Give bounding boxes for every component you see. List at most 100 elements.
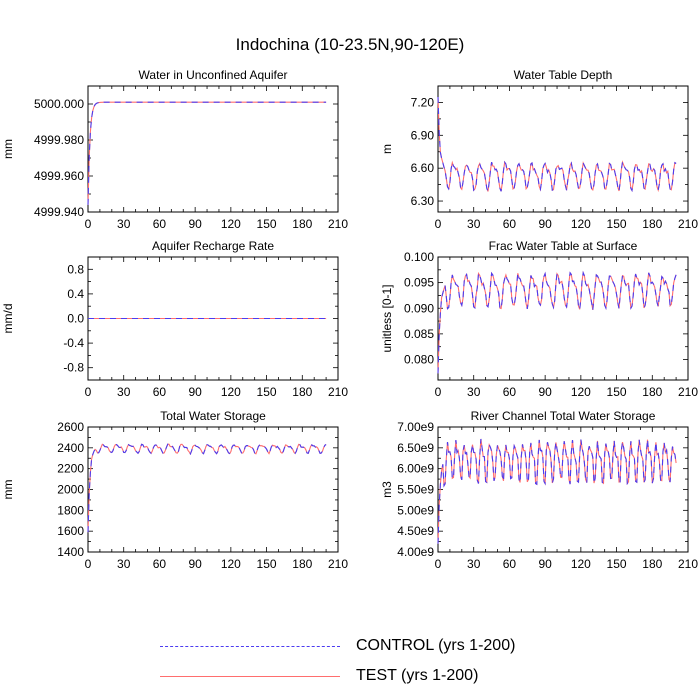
y-tick-label: 0.085 (404, 327, 434, 341)
x-tick-label: 90 (538, 557, 552, 571)
x-tick-label: 30 (117, 217, 131, 231)
x-tick-label: 30 (467, 557, 481, 571)
plot-frame (437, 426, 689, 553)
x-tick-label: 180 (292, 217, 312, 231)
x-tick-label: 150 (257, 217, 277, 231)
chart-panel-2: Water Table Depth m 0 30 60 90 120 150 180 210 6.3… (380, 68, 698, 231)
x-tick-label: 210 (328, 557, 348, 571)
y-tick-label: 2600 (57, 420, 84, 434)
x-tick-label: 210 (678, 385, 698, 399)
plot-frame (437, 85, 689, 213)
x-tick-label: 120 (571, 557, 591, 571)
x-tick-label: 150 (607, 557, 627, 571)
y-tick-label: 1800 (57, 503, 84, 517)
x-tick-label: 150 (257, 557, 277, 571)
x-tick-label: 90 (538, 217, 552, 231)
x-tick-label: 60 (503, 217, 517, 231)
y-axis-label: m (380, 144, 394, 154)
x-tick-label: 30 (117, 557, 131, 571)
x-tick-label: 210 (328, 385, 348, 399)
y-tick-label: -0.4 (63, 336, 84, 350)
x-tick-label: 180 (292, 557, 312, 571)
panel-grid: Water in Unconfined Aquifer mm 0 30 60 90 120 1… (1, 68, 698, 571)
y-axis-label: mm/d (1, 304, 15, 334)
x-tick-label: 150 (607, 217, 627, 231)
x-tick-label: 180 (642, 557, 662, 571)
chart-title: Water Table Depth (514, 68, 613, 82)
y-tick-label: 7.20 (411, 95, 435, 109)
x-tick-label: 120 (221, 385, 241, 399)
legend-swatch-control (160, 646, 340, 647)
y-tick-label: 5.50e9 (397, 483, 434, 497)
y-tick-label: 4999.940 (34, 205, 84, 219)
x-tick-label: 60 (503, 557, 517, 571)
x-tick-label: 60 (153, 385, 167, 399)
y-tick-label: 4999.980 (34, 133, 84, 147)
y-tick-label: 2000 (57, 483, 84, 497)
chart-title: Water in Unconfined Aquifer (139, 68, 288, 82)
plot-frame (437, 256, 689, 381)
y-tick-label: 0.095 (404, 276, 434, 290)
series-line-test (87, 101, 327, 205)
x-tick-label: 210 (678, 217, 698, 231)
y-tick-label: 4999.960 (34, 169, 84, 183)
x-tick-label: 0 (85, 385, 92, 399)
legend-item-control: CONTROL (yrs 1-200) (160, 635, 580, 659)
y-tick-label: 4.50e9 (397, 524, 434, 538)
y-tick-label: 6.90 (411, 128, 435, 142)
x-tick-label: 180 (292, 385, 312, 399)
chart-panel-3: Aquifer Recharge Rate mm/d 0 30 60 90 120 150 18… (1, 239, 348, 399)
x-tick-label: 30 (117, 385, 131, 399)
y-tick-label: 0.080 (404, 353, 434, 367)
legend-label-control: CONTROL (yrs 1-200) (356, 637, 516, 654)
y-axis-label: mm (1, 139, 15, 159)
legend-swatch-test (160, 676, 340, 677)
x-tick-label: 120 (221, 217, 241, 231)
plot-frame (87, 85, 339, 213)
y-tick-label: 6.00e9 (397, 462, 434, 476)
y-tick-label: 6.50e9 (397, 441, 434, 455)
y-axis-label: unitless [0-1] (380, 284, 394, 352)
x-tick-label: 60 (153, 217, 167, 231)
y-tick-label: 0.8 (67, 262, 84, 276)
y-tick-label: 2200 (57, 462, 84, 476)
x-tick-label: 0 (435, 217, 442, 231)
x-tick-label: 30 (467, 385, 481, 399)
chart-panel-6: River Channel Total Water Storage m3 0 30 60… (380, 409, 698, 571)
series-line-test (437, 96, 677, 193)
x-tick-label: 90 (188, 217, 202, 231)
y-tick-label: 2400 (57, 441, 84, 455)
x-tick-label: 150 (257, 385, 277, 399)
y-tick-label: 0.100 (404, 250, 434, 264)
x-tick-label: 180 (642, 385, 662, 399)
legend-label-test: TEST (yrs 1-200) (356, 667, 479, 684)
x-tick-label: 90 (188, 385, 202, 399)
x-tick-label: 0 (435, 557, 442, 571)
y-tick-label: 0.4 (67, 287, 84, 301)
chart-title: River Channel Total Water Storage (471, 409, 656, 423)
series-line-test (437, 270, 677, 374)
y-tick-label: 5.00e9 (397, 503, 434, 517)
chart-title: Aquifer Recharge Rate (152, 239, 274, 253)
y-tick-label: 6.30 (411, 194, 435, 208)
y-tick-label: 5000.000 (34, 97, 84, 111)
series-line-test (437, 438, 677, 544)
legend: CONTROL (yrs 1-200) TEST (yrs 1-200) (160, 635, 580, 695)
x-tick-label: 0 (85, 217, 92, 231)
chart-panel-1: Water in Unconfined Aquifer mm 0 30 60 90 120 1… (1, 68, 348, 231)
y-tick-label: -0.8 (63, 361, 84, 375)
series-line-control (437, 270, 677, 374)
y-tick-label: 7.00e9 (397, 420, 434, 434)
x-tick-label: 120 (571, 217, 591, 231)
x-tick-label: 60 (153, 557, 167, 571)
chart-panel-5: Total Water Storage mm 0 30 60 90 120 150 180 210… (1, 409, 348, 571)
y-tick-label: 4.00e9 (397, 545, 434, 559)
y-tick-label: 1400 (57, 545, 84, 559)
y-axis-label: mm (1, 480, 15, 500)
chart-title: Total Water Storage (160, 409, 266, 423)
x-tick-label: 180 (642, 217, 662, 231)
x-tick-label: 0 (85, 557, 92, 571)
y-axis-label: m3 (380, 481, 394, 498)
x-tick-label: 120 (571, 385, 591, 399)
chart-panel-4: Frac Water Table at Surface unitless [0-1… (380, 239, 698, 399)
